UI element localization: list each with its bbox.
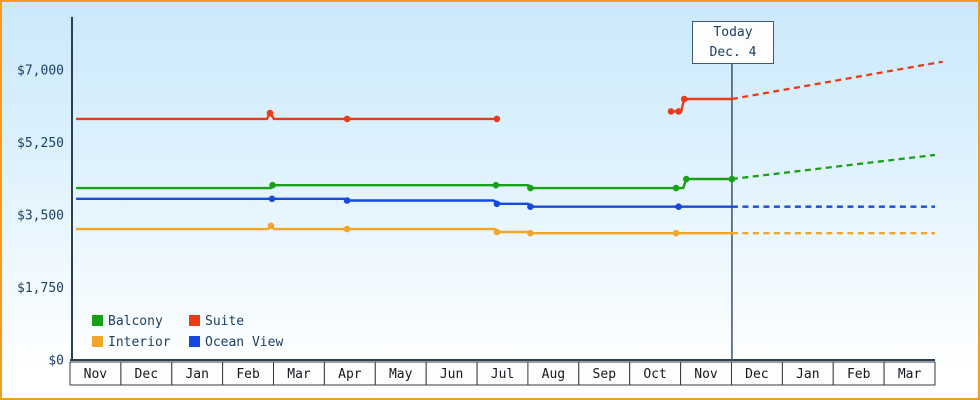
series-suite-projection-line	[731, 60, 943, 101]
legend-swatch-interior	[92, 336, 103, 347]
series-interior-point-marker	[527, 229, 534, 237]
series-suite-line	[76, 111, 497, 121]
x-axis-month-label: Jul	[491, 367, 514, 382]
series-interior-line	[76, 224, 733, 235]
series-ocean-view-point-marker	[268, 195, 276, 203]
series-ocean-view-point-marker	[493, 200, 501, 208]
series-suite-point-marker	[343, 115, 351, 123]
series-balcony-point-marker	[492, 181, 500, 189]
series-balcony-point-marker	[728, 175, 736, 183]
series-ocean-view-point-marker	[675, 203, 682, 210]
series-interior-point-marker	[672, 229, 680, 237]
x-axis-month-label: Nov	[84, 367, 108, 382]
series-interior-point-marker	[343, 225, 351, 233]
series-suite-point-marker	[266, 109, 274, 117]
today-date: Dec. 4	[709, 44, 757, 60]
series-balcony-point-marker	[527, 184, 534, 192]
x-axis-month-label: Jan	[796, 367, 819, 382]
legend-swatch-ocean-view	[189, 336, 200, 347]
x-axis-month-label: Jan	[185, 367, 208, 382]
series-suite-point-marker	[493, 115, 501, 123]
series-ocean-view-line	[76, 197, 733, 208]
x-axis-month-label: Mar	[898, 367, 922, 382]
x-axis-month-label: Jun	[440, 367, 463, 382]
x-axis-month-label: Feb	[236, 367, 260, 382]
series-suite-point-marker	[667, 108, 675, 115]
legend-label-interior: Interior	[108, 335, 171, 350]
x-axis-month-label: Mar	[287, 367, 311, 382]
series-ocean-view-point-marker	[527, 203, 534, 210]
x-axis-month-cell	[883, 361, 936, 386]
y-axis-tick-label: $7,000	[17, 64, 64, 79]
legend-swatch-suite	[189, 315, 200, 326]
x-axis-month-label: Feb	[847, 367, 871, 382]
x-axis-month-label: Dec	[135, 367, 158, 382]
y-axis-tick-label: $1,750	[17, 281, 64, 296]
x-axis-month-label: Oct	[643, 367, 666, 382]
series-balcony-point-marker	[672, 184, 680, 192]
today-label: Today	[713, 25, 753, 40]
x-axis-month-label: Nov	[694, 367, 718, 382]
legend-label-ocean-view: Ocean View	[205, 335, 283, 350]
legend-label-balcony: Balcony	[108, 314, 163, 329]
y-axis-tick-label: $5,250	[17, 136, 64, 151]
series-balcony-point-marker	[683, 175, 690, 183]
x-axis-month-label: Aug	[542, 367, 565, 382]
series-balcony-projection-line	[731, 153, 936, 181]
legend-label-suite: Suite	[205, 314, 244, 329]
series-ocean-view-point-marker	[343, 197, 351, 204]
x-axis-month-label: Sep	[593, 367, 617, 382]
legend-swatch-balcony	[92, 315, 103, 326]
series-suite-point-marker	[675, 108, 682, 115]
x-axis-month-label: Dec	[745, 367, 768, 382]
x-axis-month-label: Apr	[338, 367, 362, 382]
series-interior-point-marker	[267, 222, 275, 230]
series-balcony-point-marker	[269, 181, 276, 189]
series-interior-point-marker	[493, 228, 501, 236]
x-axis-month-label: May	[389, 367, 413, 382]
series-suite-point-marker	[680, 95, 688, 103]
y-axis-tick-label: $0	[48, 354, 64, 369]
y-axis-tick-label: $3,500	[17, 209, 64, 224]
series-balcony-line	[76, 177, 733, 190]
today-marker-box: Today Dec. 4	[692, 21, 774, 64]
